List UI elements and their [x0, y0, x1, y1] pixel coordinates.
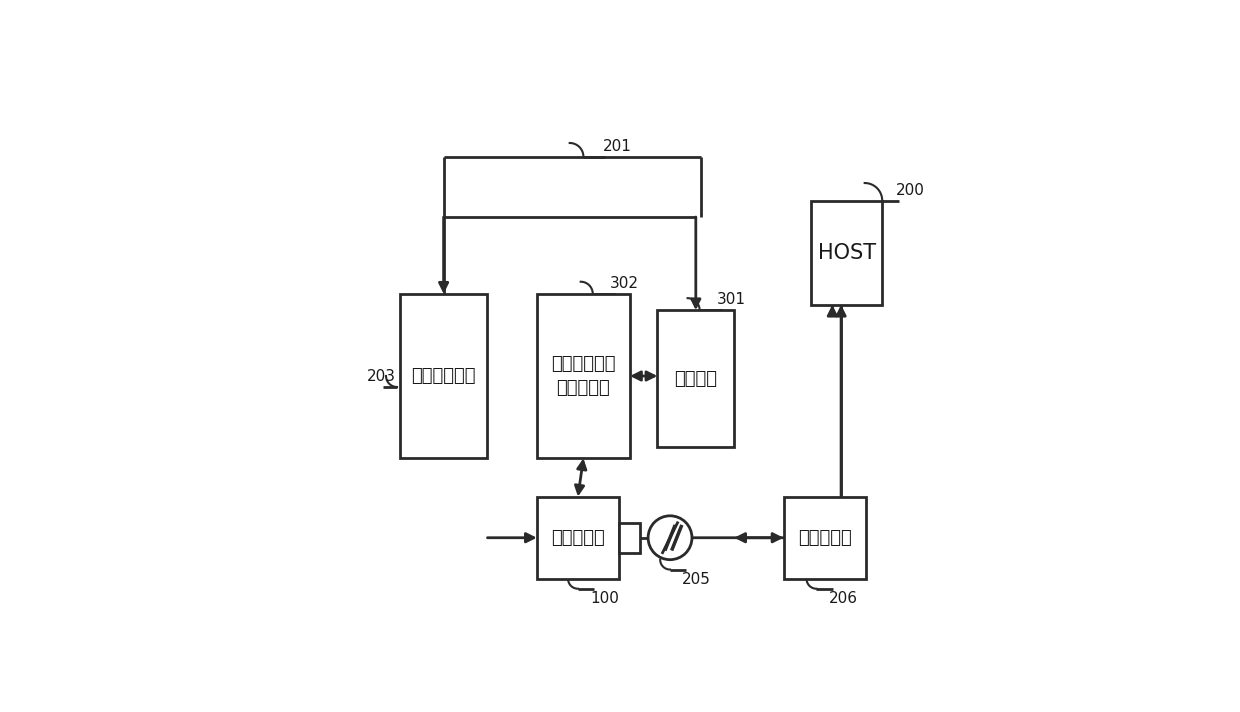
- Circle shape: [649, 515, 692, 560]
- Text: 发射组件控制: 发射组件控制: [412, 367, 476, 385]
- Text: 203: 203: [367, 370, 396, 384]
- Text: 光发射组件温: 光发射组件温: [551, 355, 616, 372]
- Bar: [657, 310, 734, 447]
- Text: 微控制器: 微控制器: [675, 370, 717, 388]
- Text: 301: 301: [717, 293, 746, 308]
- Text: 波长监控器: 波长监控器: [797, 529, 852, 547]
- Text: 100: 100: [590, 592, 619, 607]
- Bar: [619, 523, 640, 553]
- Bar: [537, 294, 630, 459]
- Text: HOST: HOST: [817, 243, 875, 263]
- Bar: [784, 497, 866, 579]
- Bar: [399, 294, 487, 459]
- Bar: [811, 201, 882, 305]
- Text: 205: 205: [682, 572, 711, 587]
- Text: 度控制系统: 度控制系统: [557, 379, 610, 397]
- Text: 302: 302: [610, 276, 640, 291]
- Text: 201: 201: [603, 139, 631, 154]
- Text: 200: 200: [897, 183, 925, 198]
- Text: 206: 206: [828, 592, 858, 607]
- Text: 光发射组件: 光发射组件: [551, 529, 605, 547]
- Bar: [537, 497, 619, 579]
